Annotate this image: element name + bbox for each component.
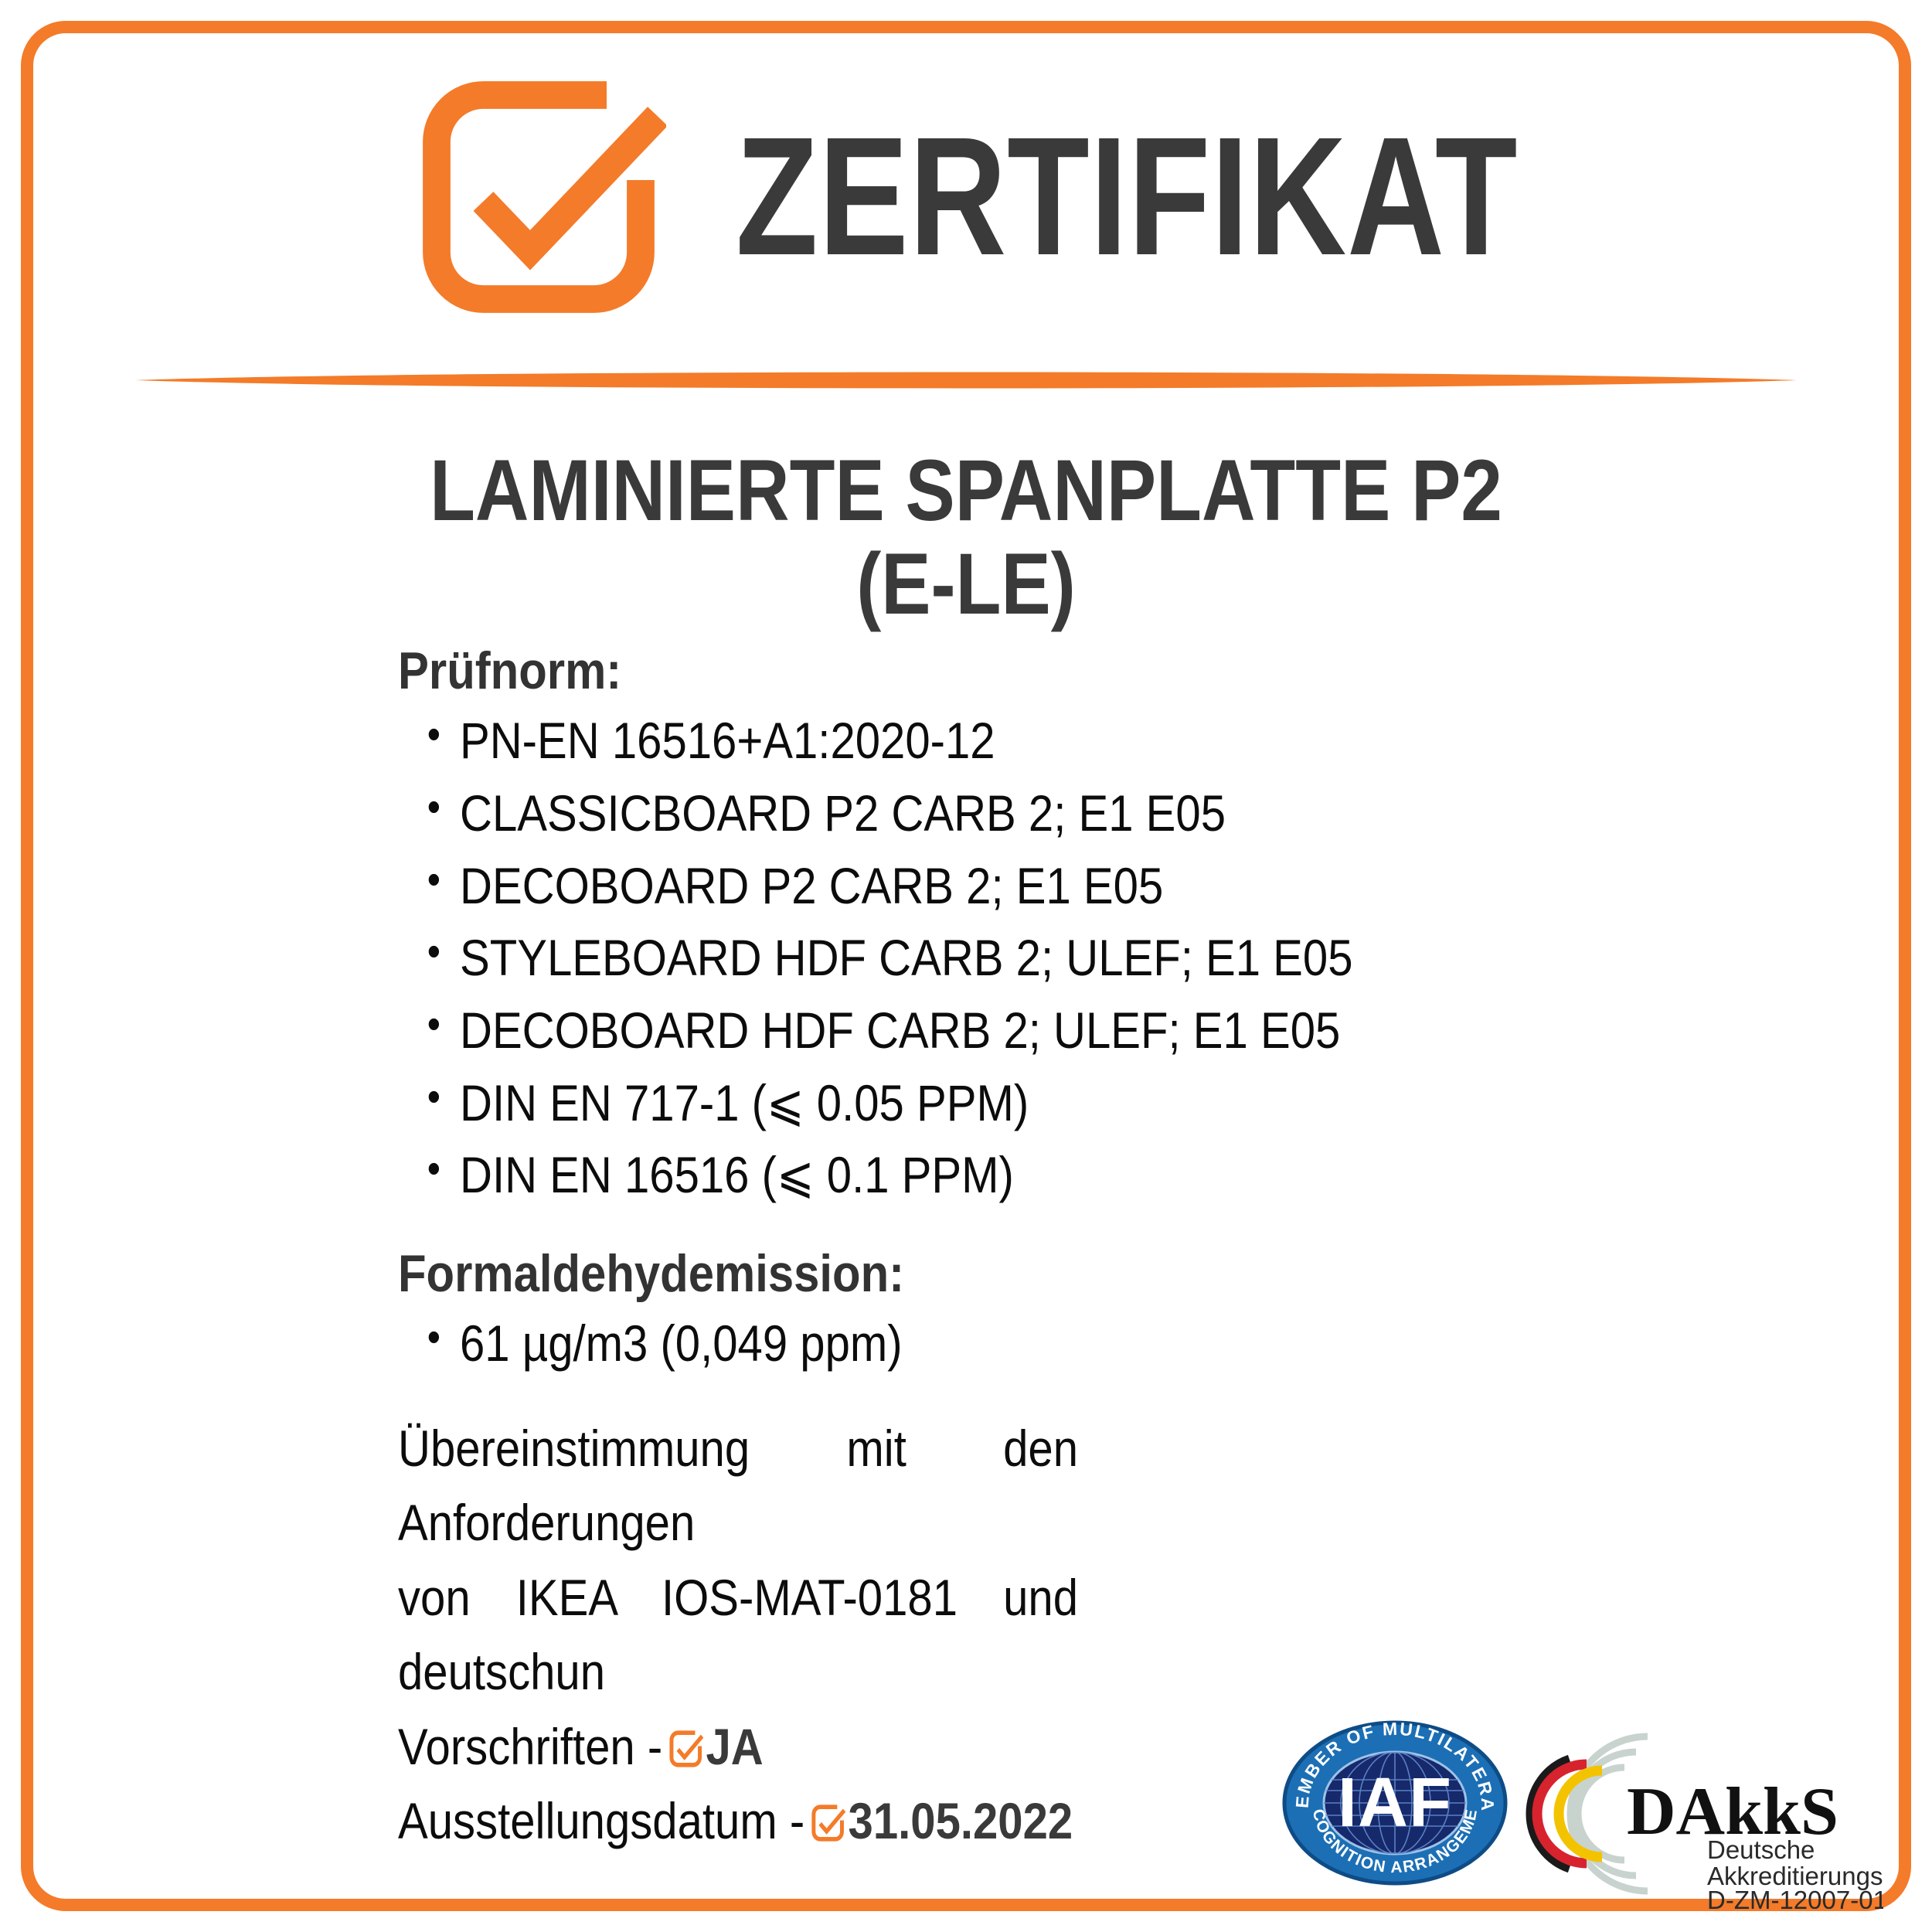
checkbox-check-icon [669,1730,703,1767]
conformity-label: Vorschriften - [398,1717,663,1775]
header-divider [135,372,1797,389]
page-title: ZERTIFIKAT [736,103,1519,291]
checkbox-check-logo-icon [423,81,667,313]
dakks-arcs-icon [1526,1733,1648,1895]
list-item: CLASSICBOARD P2 CARB 2; E1 E05 [427,776,1398,850]
checkbox-check-icon [811,1804,846,1842]
product-subtitle-line1: LAMINIERTE SPANPLATTE P2 [430,442,1502,539]
formaldehyd-heading: Formaldehydemission: [398,1244,905,1304]
accreditation-logos: MEMBER OF MULTILATERAL RECOGNITION ARRAN… [1279,1719,1889,1913]
list-item: 61 µg/m3 (0,049 ppm) [427,1306,1398,1380]
dakks-line2: Akkreditierungsstelle [1707,1862,1883,1890]
certificate-header: ZERTIFIKAT [0,43,1932,352]
conformity-statement-line1: Übereinstimmung mit den Anforderungen [398,1420,1078,1552]
conformity-statement-line2: von IKEA IOS-MAT-0181 und deutschun [398,1568,1078,1701]
conformity-value: JA [706,1717,764,1775]
product-subtitle: LAMINIERTE SPANPLATTE P2 (E-LE) [135,444,1797,631]
dakks-wordmark: DAkkS [1627,1774,1838,1849]
dakks-line1: Deutsche [1707,1835,1815,1864]
spacer [398,1212,1526,1244]
dakks-logo: DAkkS Deutsche Akkreditierungsstelle D-Z… [1526,1733,1883,1909]
list-item: DECOBOARD P2 CARB 2; E1 E05 [427,849,1398,923]
formaldehyd-list: 61 µg/m3 (0,049 ppm) [398,1306,1526,1380]
iaf-wordmark: IAF [1338,1764,1452,1842]
conformity-statement: Übereinstimmung mit den Anforderungen vo… [398,1411,1078,1709]
list-item: STYLEBOARD HDF CARB 2; ULEF; E1 E05 [427,920,1398,995]
conformity-answer-row: Vorschriften - JA [398,1709,1391,1784]
list-item: DIN EN 16516 (⩽ 0.1 PPM) [427,1138,1398,1212]
issue-date-row: Ausstellungsdatum - 31.05.2022 [398,1784,1391,1858]
pruefnorm-list: PN-EN 16516+A1:2020-12 CLASSICBOARD P2 C… [398,703,1526,1212]
list-item: DIN EN 717-1 (⩽ 0.05 PPM) [427,1066,1398,1140]
dakks-line3: D-ZM-12007-01-00 [1707,1886,1883,1909]
iaf-logo: MEMBER OF MULTILATERAL RECOGNITION ARRAN… [1279,1719,1508,1886]
list-item: PN-EN 16516+A1:2020-12 [427,703,1398,777]
product-subtitle-line2: (E-LE) [856,535,1076,632]
certificate-body: Prüfnorm: PN-EN 16516+A1:2020-12 CLASSIC… [398,641,1526,1858]
list-item: DECOBOARD HDF CARB 2; ULEF; E1 E05 [427,993,1398,1067]
issue-date-value: 31.05.2022 [848,1791,1073,1849]
pruefnorm-heading: Prüfnorm: [398,641,622,700]
issue-date-label: Ausstellungsdatum - [398,1791,805,1849]
